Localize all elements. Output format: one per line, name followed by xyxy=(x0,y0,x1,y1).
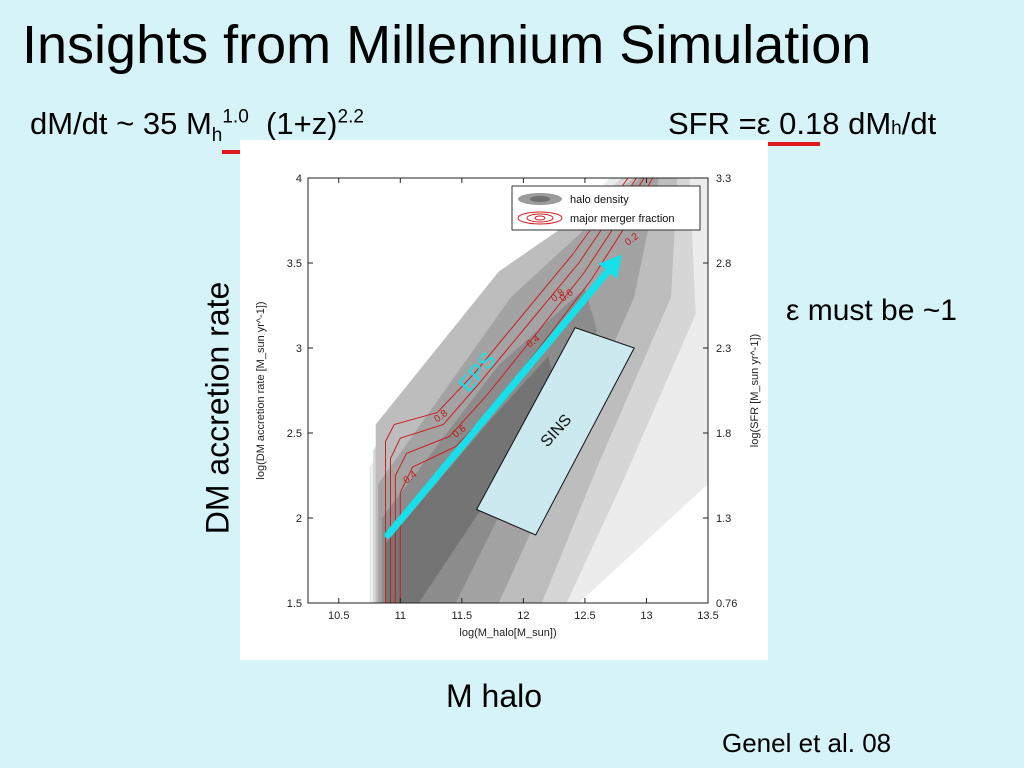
sfr-equation: SFR =ε 0.18 dMh/dt xyxy=(668,106,936,142)
slide-title: Insights from Millennium Simulation xyxy=(22,15,872,75)
eq-right-sub: h xyxy=(891,118,902,139)
density-contour-plot: 0.80.60.40.80.60.40.210.5 11 11.5 12 12.5 13 1… xyxy=(255,173,761,639)
contour-0-4 xyxy=(394,178,645,603)
eq-right-part-c: /dt xyxy=(901,106,937,141)
eq-right-part-b: 0.18 dM xyxy=(770,106,892,141)
y-tick-label: 2.5 xyxy=(287,428,302,440)
eps-arrow-line xyxy=(384,267,612,539)
eq-left-part-a: dM/dt ~ 35 M xyxy=(30,106,212,141)
x-axis-caption: M halo xyxy=(446,678,543,714)
y-axis-caption: DM accretion rate xyxy=(199,281,236,535)
figure-panel: 0.8 0.6 0.4 0.8 0.6 0.4 0.2 10.5 11 11.5 12 12.5 13 1… xyxy=(240,140,768,660)
y2-axis-label: log(SFR [M_sun yr^-1]) xyxy=(749,334,761,447)
legend-density-swatch-inner xyxy=(530,196,550,202)
plot-frame xyxy=(307,177,709,604)
legend-label-density: halo density xyxy=(570,194,629,206)
y2-tick-label: 2.8 xyxy=(716,258,731,270)
density-band-6 xyxy=(385,356,561,603)
x-tick-label: 11.5 xyxy=(452,610,473,622)
eq-left-sub: h xyxy=(211,125,223,147)
eq-left-sup2: 2.2 xyxy=(337,106,364,128)
epsilon-note: ε must be ~1 xyxy=(786,294,957,327)
x-tick-label: 13.5 xyxy=(697,610,718,622)
y-tick-label: 3 xyxy=(296,343,302,355)
y-tick-label: 2 xyxy=(296,513,302,525)
y-axis-label: log(DM accretion rate [M_sun yr^-1]) xyxy=(255,301,267,479)
y2-tick-label: 0.76 xyxy=(716,598,737,610)
accretion-equation: dM/dt ~ 35 Mh1.0 (1+z)2.2 xyxy=(30,106,364,147)
citation: Genel et al. 08 xyxy=(722,728,892,758)
y2-tick-label: 1.8 xyxy=(716,428,731,440)
y2-tick-label: 1.3 xyxy=(716,513,731,525)
y2-tick-label: 3.3 xyxy=(716,173,731,185)
y-tick-label: 1.5 xyxy=(287,598,302,610)
x-tick-label: 12.5 xyxy=(574,610,595,622)
sins-box xyxy=(475,326,635,536)
density-layer xyxy=(369,178,708,603)
eq-right-epsilon: ε xyxy=(756,106,771,141)
legend-merger-swatch-mid xyxy=(526,213,554,223)
underline-epsilon xyxy=(768,142,820,146)
eps-arrow-head xyxy=(598,254,622,280)
x-tick-label: 13 xyxy=(640,610,652,622)
x-tick-label: 12 xyxy=(517,610,529,622)
y-tick-label: 4 xyxy=(296,173,302,185)
eq-right-part-a: SFR = xyxy=(668,106,757,141)
legend-merger-swatch-inner xyxy=(534,215,546,221)
eq-left-sup: 1.0 xyxy=(222,106,249,128)
legend-label-merger: major merger fraction xyxy=(570,213,675,225)
x-axis-label: log(M_halo[M_sun]) xyxy=(459,627,556,639)
x-tick-label: 10.5 xyxy=(328,610,349,622)
legend-merger-swatch xyxy=(517,211,563,225)
y2-tick-label: 2.3 xyxy=(716,343,731,355)
y-tick-label: 3.5 xyxy=(287,258,302,270)
eq-left-part-b: (1+z) xyxy=(266,106,338,141)
x-tick-label: 11 xyxy=(395,610,406,622)
